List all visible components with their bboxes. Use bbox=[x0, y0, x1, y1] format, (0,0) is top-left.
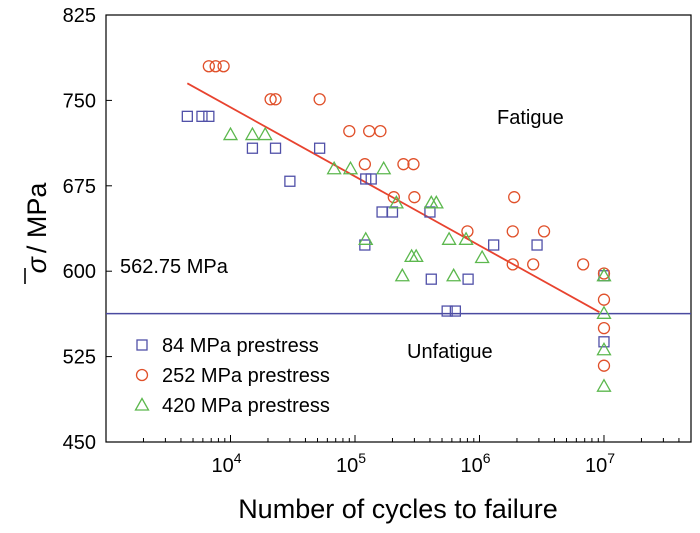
unfatigue-label: Unfatigue bbox=[407, 341, 493, 363]
data-point bbox=[394, 267, 410, 282]
data-point bbox=[441, 231, 457, 245]
y-axis-unit: / MPa bbox=[22, 182, 52, 254]
y-tick-label: 450 bbox=[63, 432, 96, 454]
data-point bbox=[388, 195, 404, 209]
data-point bbox=[462, 273, 474, 285]
data-point bbox=[596, 305, 612, 319]
data-point bbox=[404, 248, 420, 263]
x-tick-label: 105 bbox=[336, 450, 366, 477]
data-point bbox=[363, 124, 376, 138]
data-point bbox=[326, 160, 342, 175]
data-point bbox=[374, 124, 387, 138]
data-point bbox=[596, 267, 612, 282]
data-point bbox=[428, 195, 444, 209]
data-point bbox=[441, 305, 453, 317]
data-point bbox=[527, 258, 540, 271]
fatigue-label: Fatigue bbox=[497, 107, 564, 129]
data-point bbox=[359, 239, 371, 251]
series-square bbox=[181, 110, 610, 348]
y-tick-label: 750 bbox=[63, 90, 96, 112]
data-point bbox=[203, 110, 215, 122]
data-point bbox=[597, 321, 611, 335]
x-tick-label: 107 bbox=[585, 450, 615, 477]
data-point bbox=[425, 273, 437, 285]
y-tick-label: 525 bbox=[63, 347, 96, 369]
data-point bbox=[313, 142, 326, 154]
data-point bbox=[284, 175, 296, 187]
data-point bbox=[365, 173, 377, 185]
x-axis-ticks: 104 105 106 107 bbox=[105, 435, 692, 477]
data-point bbox=[474, 249, 490, 264]
data-point bbox=[209, 60, 222, 73]
legend-label: 252 MPa prestress bbox=[162, 365, 330, 387]
data-point bbox=[244, 126, 261, 141]
data-point bbox=[246, 142, 259, 154]
data-point bbox=[386, 206, 399, 218]
x-tick-label: 106 bbox=[460, 450, 490, 477]
y-tick-label: 675 bbox=[63, 176, 96, 198]
data-point bbox=[343, 124, 356, 138]
data-point bbox=[446, 267, 462, 282]
data-point bbox=[576, 258, 590, 271]
data-point bbox=[488, 239, 500, 251]
y-axis-symbol: σ bbox=[22, 255, 52, 273]
data-point bbox=[461, 225, 474, 238]
data-point bbox=[196, 110, 208, 122]
data-point bbox=[508, 191, 521, 204]
data-point bbox=[458, 231, 474, 245]
svg-text:σ/ MPa: σ/ MPa bbox=[22, 182, 52, 274]
data-point bbox=[597, 293, 611, 306]
data-point bbox=[408, 248, 424, 263]
y-tick-label: 600 bbox=[63, 261, 96, 283]
x-axis-title: Number of cycles to failure bbox=[238, 494, 558, 524]
y-axis-ticks: 450 525 600 675 750 825 bbox=[63, 5, 112, 454]
legend: 84 MPa prestress 252 MPa prestress 420 MPa… bbox=[134, 335, 330, 417]
data-point bbox=[269, 93, 282, 106]
data-point bbox=[342, 160, 359, 175]
data-point bbox=[506, 258, 519, 271]
data-point bbox=[264, 93, 277, 106]
threshold-label: 562.75 MPa bbox=[120, 256, 229, 278]
data-point bbox=[407, 158, 420, 171]
data-point bbox=[596, 341, 612, 356]
legend-label: 84 MPa prestress bbox=[162, 335, 319, 357]
series-circle bbox=[202, 60, 611, 372]
data-points bbox=[181, 60, 612, 392]
data-point bbox=[376, 160, 392, 175]
x-tick-label: 104 bbox=[211, 450, 241, 477]
legend-marker bbox=[136, 339, 148, 351]
data-point bbox=[358, 231, 374, 245]
data-point bbox=[506, 225, 519, 238]
legend-marker bbox=[134, 397, 150, 411]
data-point bbox=[217, 60, 230, 73]
data-point bbox=[222, 126, 239, 141]
data-point bbox=[449, 305, 462, 317]
data-point bbox=[387, 191, 400, 204]
data-point bbox=[597, 359, 611, 372]
legend-label: 420 MPa prestress bbox=[162, 395, 330, 417]
series-triangle bbox=[222, 126, 612, 392]
legend-marker bbox=[135, 368, 149, 382]
data-point bbox=[313, 93, 326, 106]
data-point bbox=[257, 126, 273, 141]
data-point bbox=[202, 60, 215, 73]
data-point bbox=[397, 158, 410, 171]
data-point bbox=[596, 378, 612, 392]
data-point bbox=[358, 158, 371, 171]
plot-frame bbox=[105, 14, 692, 443]
fit-line bbox=[186, 82, 600, 313]
data-point bbox=[598, 336, 610, 348]
data-point bbox=[181, 110, 193, 122]
data-point bbox=[376, 206, 388, 218]
y-axis-title: σ/ MPa bbox=[22, 182, 52, 284]
data-point bbox=[537, 225, 551, 238]
y-tick-label: 825 bbox=[63, 5, 96, 27]
data-point bbox=[269, 142, 282, 154]
data-point bbox=[408, 191, 421, 204]
data-point bbox=[531, 239, 543, 251]
